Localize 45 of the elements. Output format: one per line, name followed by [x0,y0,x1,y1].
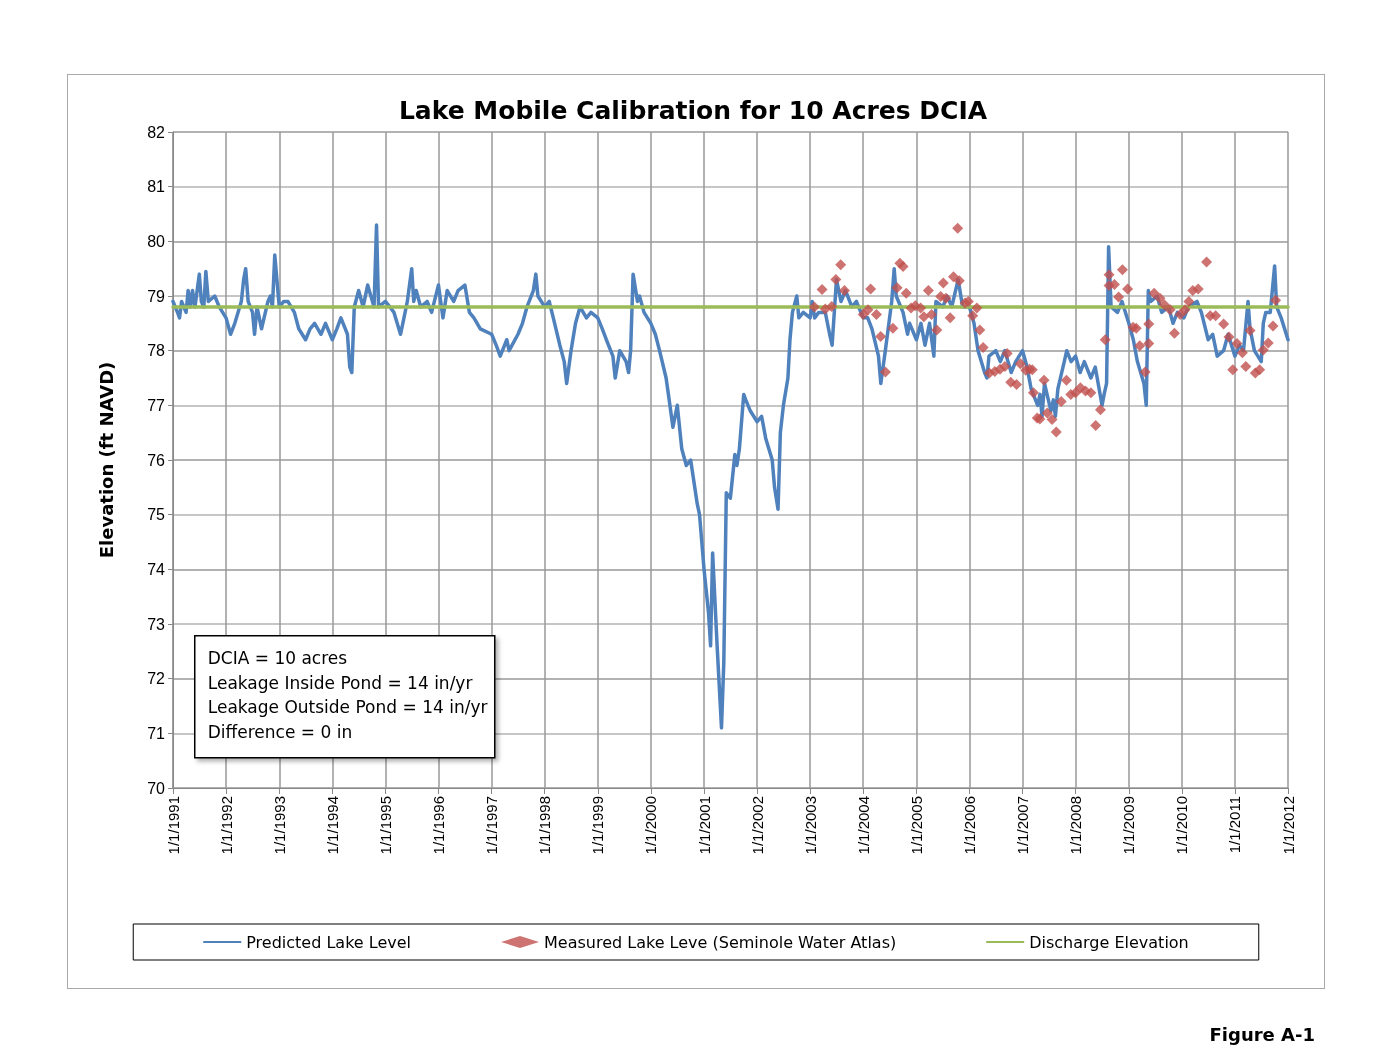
x-tick-label: 1/1/1996 [429,796,447,855]
x-tick-label: 1/1/2006 [960,796,978,855]
x-tick-label: 1/1/2008 [1067,796,1085,855]
annotation: Difference = 0 in [207,721,353,742]
x-tick-label: 1/1/2003 [801,796,819,855]
x-tick-label: 1/1/1998 [536,796,554,855]
x-tick-label: 1/1/1995 [376,796,394,855]
y-tick-label: 70 [147,779,166,797]
x-tick-label: 1/1/2011 [1226,796,1244,854]
x-tick-label: 1/1/2004 [854,796,872,855]
y-tick-label: 79 [147,287,166,305]
y-tick-label: 78 [147,342,166,360]
x-tick-label: 1/1/2000 [642,796,660,855]
y-tick-label: 71 [147,724,166,742]
legend-label: Predicted Lake Level [246,932,412,952]
x-tick-label: 1/1/1993 [270,796,288,855]
x-tick-label: 1/1/2012 [1279,796,1297,855]
y-tick-label: 72 [147,670,166,688]
x-tick-label: 1/1/2007 [1014,796,1032,855]
legend-label: Discharge Elevation [1029,932,1189,952]
x-tick-label: 1/1/2005 [907,796,925,855]
y-tick-label: 73 [147,615,166,633]
y-tick-label: 75 [147,506,166,524]
y-tick-label: 74 [147,560,166,578]
x-tick-label: 1/1/1997 [483,796,501,855]
y-tick-label: 80 [147,232,166,250]
y-axis-title: Elevation (ft NAVD) [95,361,117,559]
x-tick-label: 1/1/1991 [164,796,182,855]
x-tick-label: 1/1/1999 [589,796,607,855]
y-tick-label: 82 [147,123,166,141]
x-tick-label: 1/1/2002 [748,796,766,855]
y-tick-label: 76 [147,451,166,469]
y-tick-label: 81 [147,178,166,196]
y-tick-label: 77 [147,396,166,414]
text: Figure A-1 [1209,1024,1315,1045]
legend-label: Measured Lake Leve (Seminole Water Atlas) [544,932,897,952]
annotation: Leakage Inside Pond = 14 in/yr [207,672,473,693]
annotation: Leakage Outside Pond = 14 in/yr [207,697,488,717]
x-tick-label: 1/1/2010 [1173,796,1191,855]
chart-title: Lake Mobile Calibration for 10 Acres DCIA [398,96,988,125]
annotation: DCIA = 10 acres [207,648,348,668]
x-tick-label: 1/1/1994 [323,796,341,855]
x-tick-label: 1/1/2001 [695,796,713,855]
x-tick-label: 1/1/1992 [217,796,235,855]
x-tick-label: 1/1/2009 [1120,796,1138,855]
